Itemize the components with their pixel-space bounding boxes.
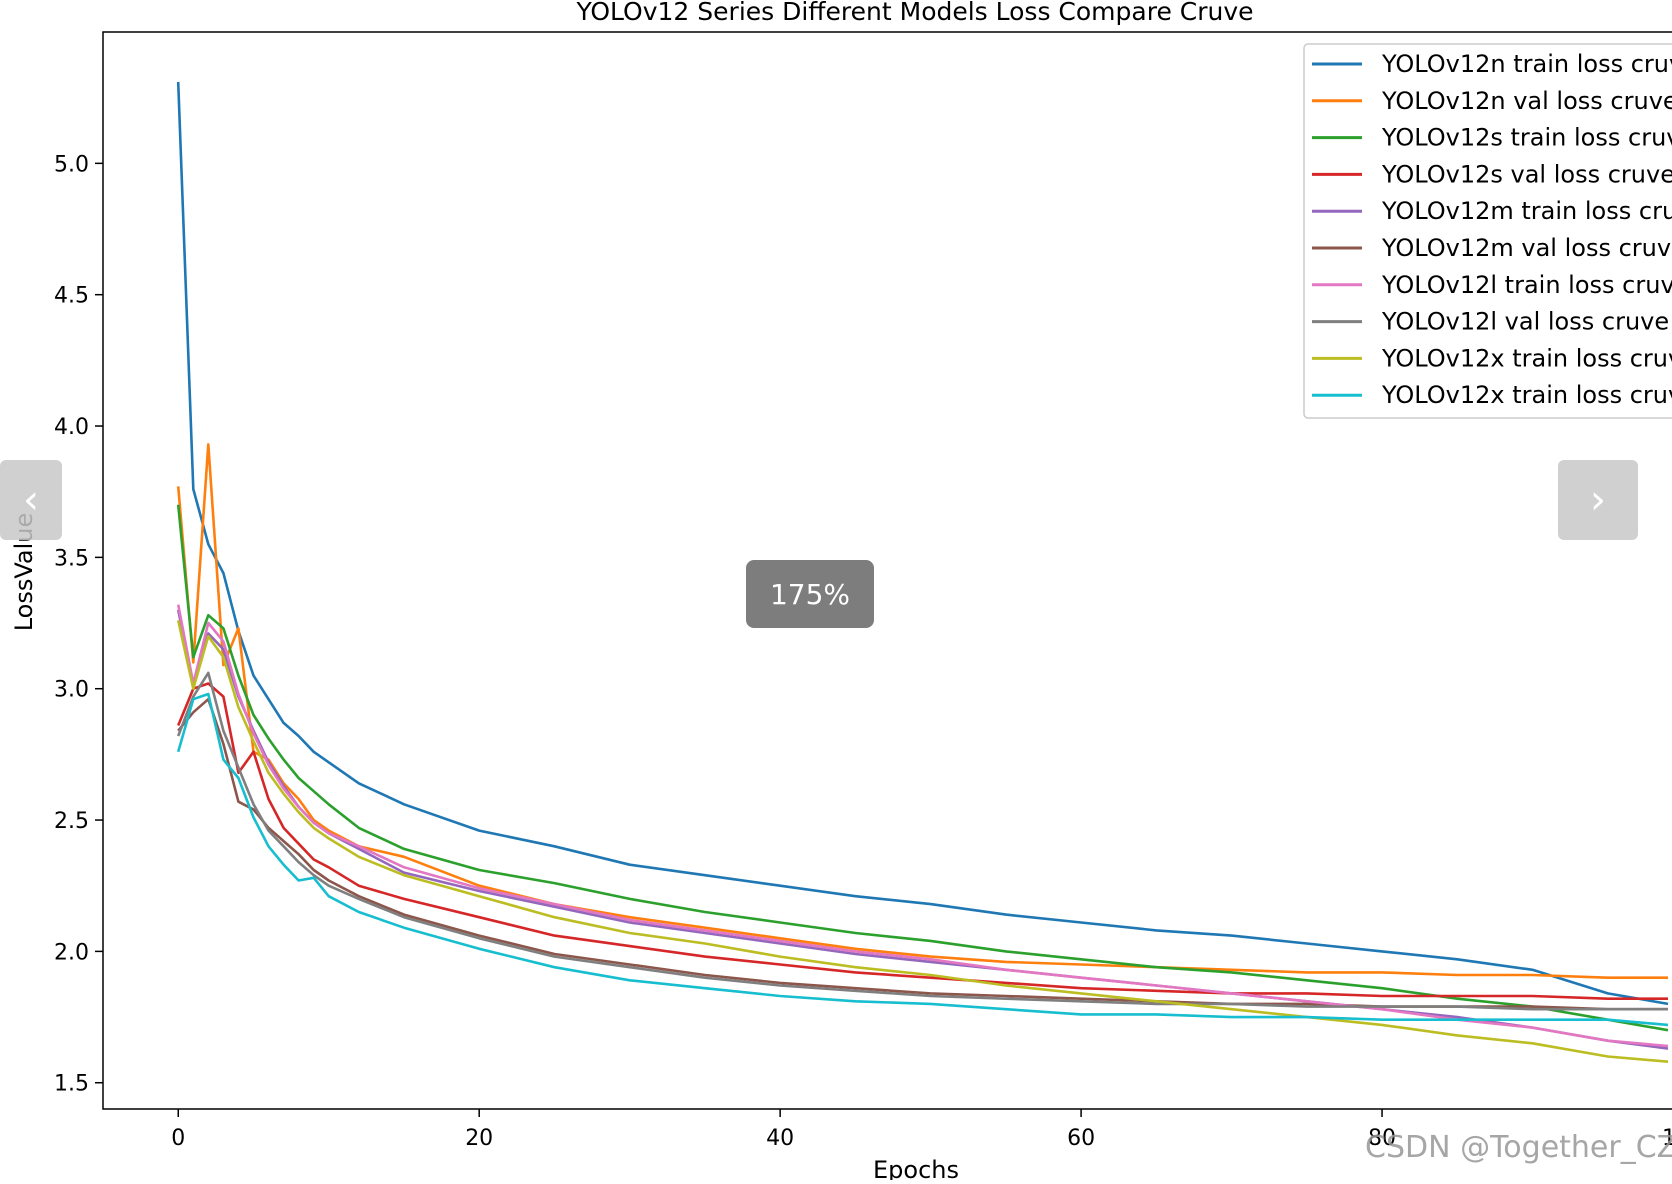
y-tick-label: 4.5: [54, 284, 89, 309]
chevron-right-icon: ›: [1590, 477, 1606, 523]
previous-image-button[interactable]: ‹: [0, 460, 62, 540]
y-tick-label: 3.0: [54, 678, 89, 703]
y-tick-label: 3.5: [54, 546, 89, 571]
series-line: [176, 692, 1669, 1027]
legend-label: YOLOv12x train loss cruve: [1381, 381, 1672, 409]
series-line: [176, 81, 1669, 1006]
legend-label: YOLOv12s val loss cruve: [1381, 160, 1672, 188]
x-axis-label: Epochs: [873, 1156, 959, 1180]
legend-label: YOLOv12l train loss cruve: [1381, 271, 1672, 299]
x-tick-label: 40: [766, 1126, 794, 1151]
y-tick-label: 2.5: [54, 809, 89, 834]
series-line: [176, 682, 1668, 1001]
x-tick-label: 20: [465, 1126, 493, 1151]
next-image-button[interactable]: ›: [1558, 460, 1638, 540]
legend-label: YOLOv12m train loss cruve: [1381, 197, 1672, 225]
series-line: [177, 697, 1668, 1011]
x-tick-label: 60: [1067, 1126, 1095, 1151]
series-lines: [176, 81, 1669, 1063]
chevron-left-icon: ‹: [23, 477, 39, 523]
y-tick-label: 1.5: [54, 1072, 89, 1097]
x-axis: 0 20 40 60 80 100: [171, 1109, 1672, 1151]
x-tick-label: 100: [1662, 1126, 1672, 1151]
y-tick-label: 2.0: [54, 940, 89, 965]
legend-label: YOLOv12x train loss cruve: [1381, 344, 1672, 372]
series-line: [176, 609, 1669, 1050]
series-line: [176, 443, 1668, 980]
zoom-level-badge: 175%: [746, 560, 874, 628]
y-axis: 1.5 2.0 2.5 3.0 3.5 4.0 4.5 5.0: [54, 152, 103, 1097]
legend-label: YOLOv12n val loss cruve: [1381, 87, 1672, 115]
series-line: [176, 504, 1669, 1032]
series-line: [176, 604, 1669, 1048]
chart-title: YOLOv12 Series Different Models Loss Com…: [575, 0, 1253, 26]
y-tick-label: 4.0: [54, 415, 89, 440]
x-tick-label: 80: [1368, 1126, 1396, 1151]
x-tick-label: 0: [171, 1126, 185, 1151]
legend-label: YOLOv12l val loss cruve: [1381, 308, 1669, 336]
series-line: [176, 671, 1668, 1011]
legend-label: YOLOv12s train loss cruve: [1381, 124, 1672, 152]
legend: YOLOv12n train loss cruve YOLOv12n val lo…: [1303, 43, 1672, 419]
legend-label: YOLOv12n train loss cruve: [1381, 50, 1672, 78]
y-tick-label: 5.0: [54, 152, 89, 177]
legend-box: [1303, 43, 1672, 419]
legend-label: YOLOv12m val loss cruve: [1381, 234, 1672, 262]
watermark-text: CSDN @Together_CZ: [1365, 1130, 1672, 1165]
plot-frame: [102, 31, 1672, 1110]
